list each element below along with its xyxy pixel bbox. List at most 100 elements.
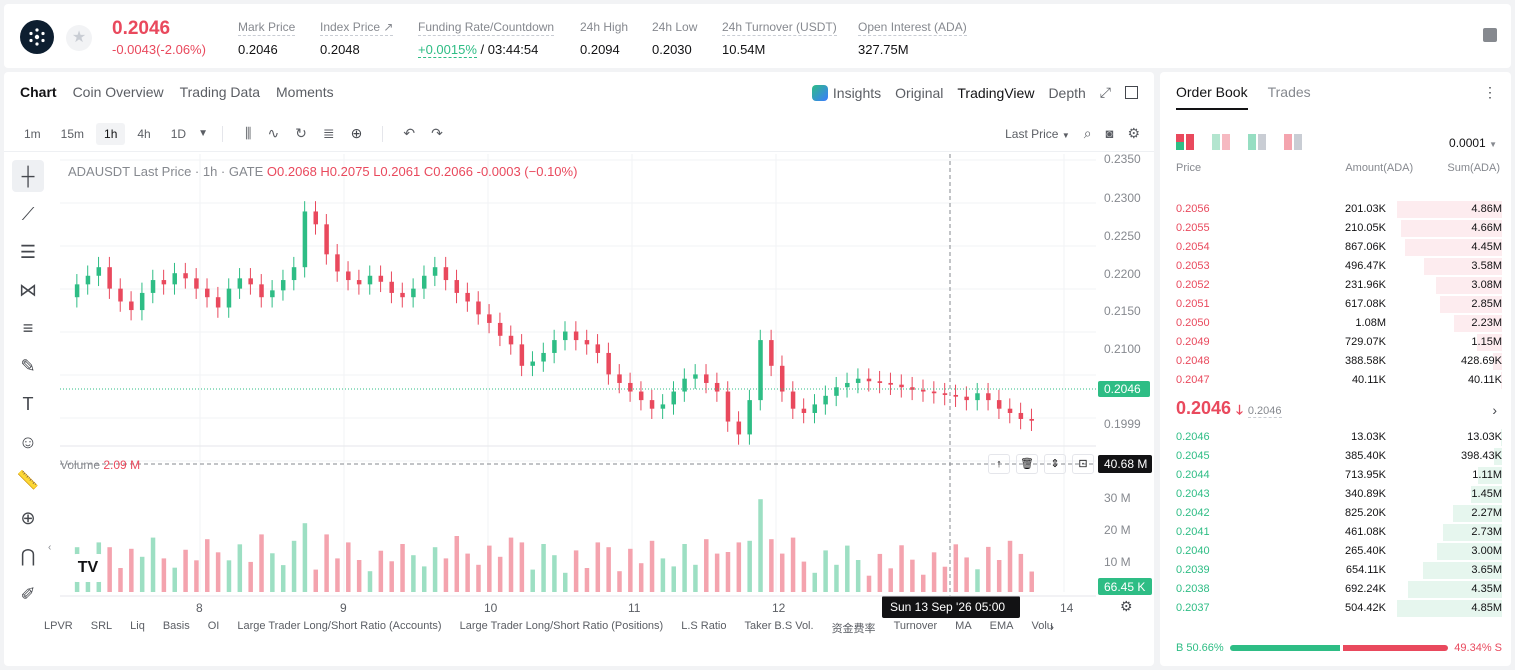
interval-1d[interactable]: 1D [170, 126, 187, 141]
indicator-lpvr[interactable]: LPVR [44, 620, 73, 632]
indicator-funding[interactable]: 资金费率 [831, 623, 876, 635]
indicator-ls-ratio[interactable]: L.S Ratio [681, 620, 727, 632]
redo-icon[interactable]: ↷ [431, 125, 443, 141]
trendline-icon[interactable]: ⟋ [21, 203, 35, 224]
depth-bar [1435, 277, 1502, 294]
tab-trading-data[interactable]: Trading Data [179, 84, 261, 100]
more-menu-icon[interactable]: ⋮ [1483, 84, 1497, 100]
ask-row[interactable]: 0.2052 231.96K 3.08M [1176, 276, 1502, 295]
bid-row[interactable]: 0.2045 385.40K 398.43K [1176, 447, 1502, 466]
indicator-basis[interactable]: Basis [162, 620, 190, 632]
bid-row[interactable]: 0.2042 825.20K 2.27M [1176, 504, 1502, 523]
tab-depth[interactable]: Depth [1048, 84, 1086, 101]
maximize-pane-icon[interactable]: ⊡ [1072, 454, 1094, 474]
expand-icon[interactable]: ⤢ [1099, 84, 1111, 100]
bid-row[interactable]: 0.2044 713.95K 1.11M [1176, 466, 1502, 485]
bid-row[interactable]: 0.2039 654.11K 3.65M [1176, 561, 1502, 580]
move-up-icon[interactable]: ↑ [988, 454, 1010, 474]
layout-split-icon[interactable] [1212, 134, 1230, 150]
search-icon[interactable]: ⌕ [1083, 125, 1092, 141]
stat-mark-price[interactable]: Mark Price 0.2046 [238, 20, 296, 57]
interval-1m[interactable]: 1m [24, 126, 41, 141]
tab-trades[interactable]: Trades [1267, 84, 1311, 100]
fib-icon[interactable]: ≡ [22, 317, 34, 338]
layout-bids-icon[interactable] [1248, 134, 1266, 150]
interval-15m[interactable]: 15m [60, 126, 85, 141]
chevron-right-icon[interactable]: › [1492, 402, 1497, 418]
ask-row[interactable]: 0.2054 867.06K 4.45M [1176, 238, 1502, 257]
tab-order-book[interactable]: Order Book [1176, 84, 1248, 110]
bid-row[interactable]: 0.2043 340.89K 1.45M [1176, 485, 1502, 504]
bid-row[interactable]: 0.2038 692.24K 4.35M [1176, 580, 1502, 599]
indicator-ma[interactable]: MA [955, 620, 972, 632]
bid-row[interactable]: 0.2041 461.08K 2.73M [1176, 523, 1502, 542]
toolbar-divider [382, 125, 384, 142]
chevron-down-icon[interactable]: ▼ [198, 128, 208, 139]
horizontal-lines-icon[interactable]: ☰ [19, 241, 37, 262]
candle-type-icon[interactable]: ⫼ [244, 125, 252, 141]
indicator-ema[interactable]: EMA [989, 620, 1014, 632]
ask-row[interactable]: 0.2050 1.08M 2.23M [1176, 314, 1502, 333]
zoom-in-icon[interactable]: ⊕ [20, 507, 36, 528]
bid-price: 0.2042 [1176, 507, 1210, 519]
compare-icon[interactable]: ↻ [295, 125, 307, 141]
stat-index-price[interactable]: Index Price ↗ 0.2048 [320, 20, 394, 57]
price-chart[interactable]: 0.2350 0.2300 0.2250 0.2200 0.2150 0.2100 0.20… [4, 72, 1154, 666]
tradingview-logo[interactable]: TV [72, 554, 104, 582]
tab-tradingview[interactable]: TradingView [957, 84, 1035, 101]
favorite-star-icon[interactable]: ★ [66, 25, 92, 51]
ruler-icon[interactable]: 📏 [16, 469, 40, 490]
precision-select[interactable]: 0.0001 ▼ [1449, 136, 1497, 150]
crosshair-icon[interactable]: ┼ [12, 160, 44, 192]
indicator-taker-vol[interactable]: Taker B.S Vol. [744, 620, 814, 632]
indicator-ls-accounts[interactable]: Large Trader Long/Short Ratio (Accounts) [237, 620, 442, 632]
indicator-liq[interactable]: Liq [130, 620, 145, 632]
ask-row[interactable]: 0.2055 210.05K 4.66M [1176, 219, 1502, 238]
tab-moments[interactable]: Moments [276, 84, 334, 100]
fullscreen-icon[interactable] [1125, 86, 1138, 99]
pattern-icon[interactable]: ⋈ [19, 279, 37, 300]
bid-row[interactable]: 0.2037 504.42K 4.85M [1176, 599, 1502, 618]
ask-row[interactable]: 0.2048 388.58K 428.69K [1176, 352, 1502, 371]
tab-coin-overview[interactable]: Coin Overview [72, 84, 164, 100]
settings-gear-icon[interactable]: ⚙ [1127, 125, 1140, 141]
add-alert-icon[interactable]: ⊕ [350, 125, 363, 141]
indicator-srl[interactable]: SRL [90, 620, 113, 632]
brush-icon[interactable]: ✎ [20, 355, 36, 376]
tab-original[interactable]: Original [895, 84, 944, 101]
tab-insights[interactable]: Insights [811, 84, 881, 101]
pane-controls: ↑ 🗑 ⇕ ⊡ [988, 454, 1094, 474]
collapse-sidebar-icon[interactable]: ‹ [48, 542, 52, 553]
stat-funding-rate[interactable]: Funding Rate/Countdown +0.0015% / 03:44:5… [418, 20, 555, 58]
magnet-icon[interactable]: ⋂ [20, 545, 36, 566]
ask-row[interactable]: 0.2049 729.07K 1.15M [1176, 333, 1502, 352]
interval-1h[interactable]: 1h [96, 122, 126, 145]
layout-both-icon[interactable] [1176, 134, 1194, 150]
layout-asks-icon[interactable] [1284, 134, 1302, 150]
delete-icon[interactable]: 🗑 [1016, 454, 1038, 474]
template-icon[interactable]: ≣ [322, 125, 335, 141]
guide-book-icon[interactable] [1483, 28, 1497, 42]
emoji-icon[interactable]: ☺ [18, 431, 38, 452]
indicator-turnover[interactable]: Turnover [893, 620, 938, 632]
ask-row[interactable]: 0.2047 40.11K 40.11K [1176, 371, 1502, 390]
price-type-select[interactable]: Last Price ▼ [1005, 126, 1070, 141]
collapse-icon[interactable]: ⇕ [1044, 454, 1066, 474]
undo-icon[interactable]: ↶ [403, 125, 416, 141]
ask-row[interactable]: 0.2056 201.03K 4.86M [1176, 200, 1502, 219]
bid-row[interactable]: 0.2046 13.03K 13.03K [1176, 428, 1502, 447]
ask-row[interactable]: 0.2051 617.08K 2.85M [1176, 295, 1502, 314]
indicator-ls-positions[interactable]: Large Trader Long/Short Ratio (Positions… [459, 620, 664, 632]
chart-settings-icon[interactable]: ⚙ [1120, 598, 1133, 614]
indicator-volume[interactable]: Volu [1031, 620, 1053, 632]
ask-row[interactable]: 0.2053 496.47K 3.58M [1176, 257, 1502, 276]
interval-4h[interactable]: 4h [137, 126, 151, 141]
pencil-icon[interactable]: ✐ [20, 583, 36, 604]
indicator-icon[interactable]: ∿ [267, 125, 280, 141]
tab-chart[interactable]: Chart [20, 84, 57, 100]
chevron-right-icon[interactable]: › [1050, 620, 1054, 634]
text-tool-icon[interactable]: T [22, 393, 34, 414]
bid-row[interactable]: 0.2040 265.40K 3.00M [1176, 542, 1502, 561]
camera-icon[interactable]: ◙ [1105, 126, 1114, 141]
indicator-oi[interactable]: OI [207, 620, 220, 632]
